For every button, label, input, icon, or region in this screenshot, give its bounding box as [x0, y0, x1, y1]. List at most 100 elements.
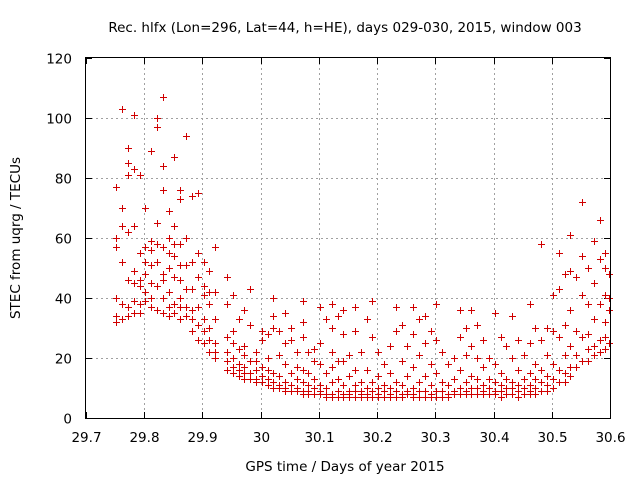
data-point — [393, 388, 400, 395]
data-point — [288, 382, 295, 389]
data-point — [381, 394, 388, 401]
data-point — [346, 394, 353, 401]
data-point — [474, 355, 481, 362]
data-point — [131, 268, 138, 275]
data-point — [340, 394, 347, 401]
data-point — [212, 244, 219, 251]
data-point — [532, 376, 539, 383]
data-point — [573, 274, 580, 281]
data-point — [247, 322, 254, 329]
data-point — [375, 394, 382, 401]
data-point — [602, 334, 609, 341]
data-point — [276, 352, 283, 359]
data-point — [416, 388, 423, 395]
data-point — [189, 286, 196, 293]
data-point — [550, 376, 557, 383]
data-point — [230, 328, 237, 335]
data-point — [270, 379, 277, 386]
data-point — [439, 379, 446, 386]
data-point — [393, 394, 400, 401]
data-point — [556, 250, 563, 257]
data-point — [597, 301, 604, 308]
data-point — [410, 364, 417, 371]
data-point — [148, 280, 155, 287]
data-point — [300, 334, 307, 341]
data-point — [352, 328, 359, 335]
data-point — [177, 241, 184, 248]
x-tick-label: 29.7 — [71, 430, 101, 446]
data-point — [154, 241, 161, 248]
data-point — [300, 379, 307, 386]
data-point — [509, 379, 516, 386]
data-point — [154, 307, 161, 314]
data-point — [166, 304, 173, 311]
data-point — [567, 364, 574, 371]
data-point — [305, 349, 312, 356]
data-point — [532, 385, 539, 392]
data-point — [154, 124, 161, 131]
data-point — [404, 373, 411, 380]
data-point — [160, 277, 167, 284]
x-tick-label: 30.3 — [420, 430, 450, 446]
data-point — [265, 367, 272, 374]
data-point — [358, 394, 365, 401]
data-point — [131, 112, 138, 119]
data-point — [556, 334, 563, 341]
data-point — [509, 391, 516, 398]
data-point — [527, 340, 534, 347]
data-point — [212, 316, 219, 323]
data-point — [573, 352, 580, 359]
data-point — [428, 328, 435, 335]
data-point — [562, 370, 569, 377]
data-point — [113, 295, 120, 302]
data-point — [544, 373, 551, 380]
data-point — [300, 367, 307, 374]
data-point — [171, 310, 178, 317]
data-point — [369, 388, 376, 395]
data-point — [486, 385, 493, 392]
data-point — [148, 304, 155, 311]
data-point — [305, 370, 312, 377]
data-point — [125, 277, 132, 284]
data-point — [352, 382, 359, 389]
data-point — [567, 268, 574, 275]
data-point — [131, 166, 138, 173]
data-point — [527, 301, 534, 308]
data-point — [329, 379, 336, 386]
data-point — [160, 163, 167, 170]
data-point — [515, 367, 522, 374]
data-point — [474, 391, 481, 398]
data-point — [538, 337, 545, 344]
data-point — [148, 238, 155, 245]
data-point — [206, 268, 213, 275]
data-point — [224, 349, 231, 356]
data-point — [177, 295, 184, 302]
data-point — [125, 313, 132, 320]
data-point — [323, 316, 330, 323]
data-point — [171, 301, 178, 308]
data-point — [137, 277, 144, 284]
data-point — [433, 301, 440, 308]
data-point — [399, 394, 406, 401]
data-point — [282, 379, 289, 386]
data-point — [224, 358, 231, 365]
data-point — [294, 349, 301, 356]
data-point — [241, 352, 248, 359]
data-point — [369, 298, 376, 305]
data-point — [457, 334, 464, 341]
data-point — [212, 349, 219, 356]
data-point — [201, 292, 208, 299]
data-point — [201, 316, 208, 323]
data-point — [562, 379, 569, 386]
data-point — [119, 106, 126, 113]
data-point — [142, 205, 149, 212]
data-point — [579, 358, 586, 365]
data-point — [562, 271, 569, 278]
data-point — [602, 319, 609, 326]
data-point — [387, 343, 394, 350]
data-point — [305, 391, 312, 398]
x-tick-label: 30.4 — [479, 430, 509, 446]
data-point — [509, 355, 516, 362]
data-point — [177, 304, 184, 311]
